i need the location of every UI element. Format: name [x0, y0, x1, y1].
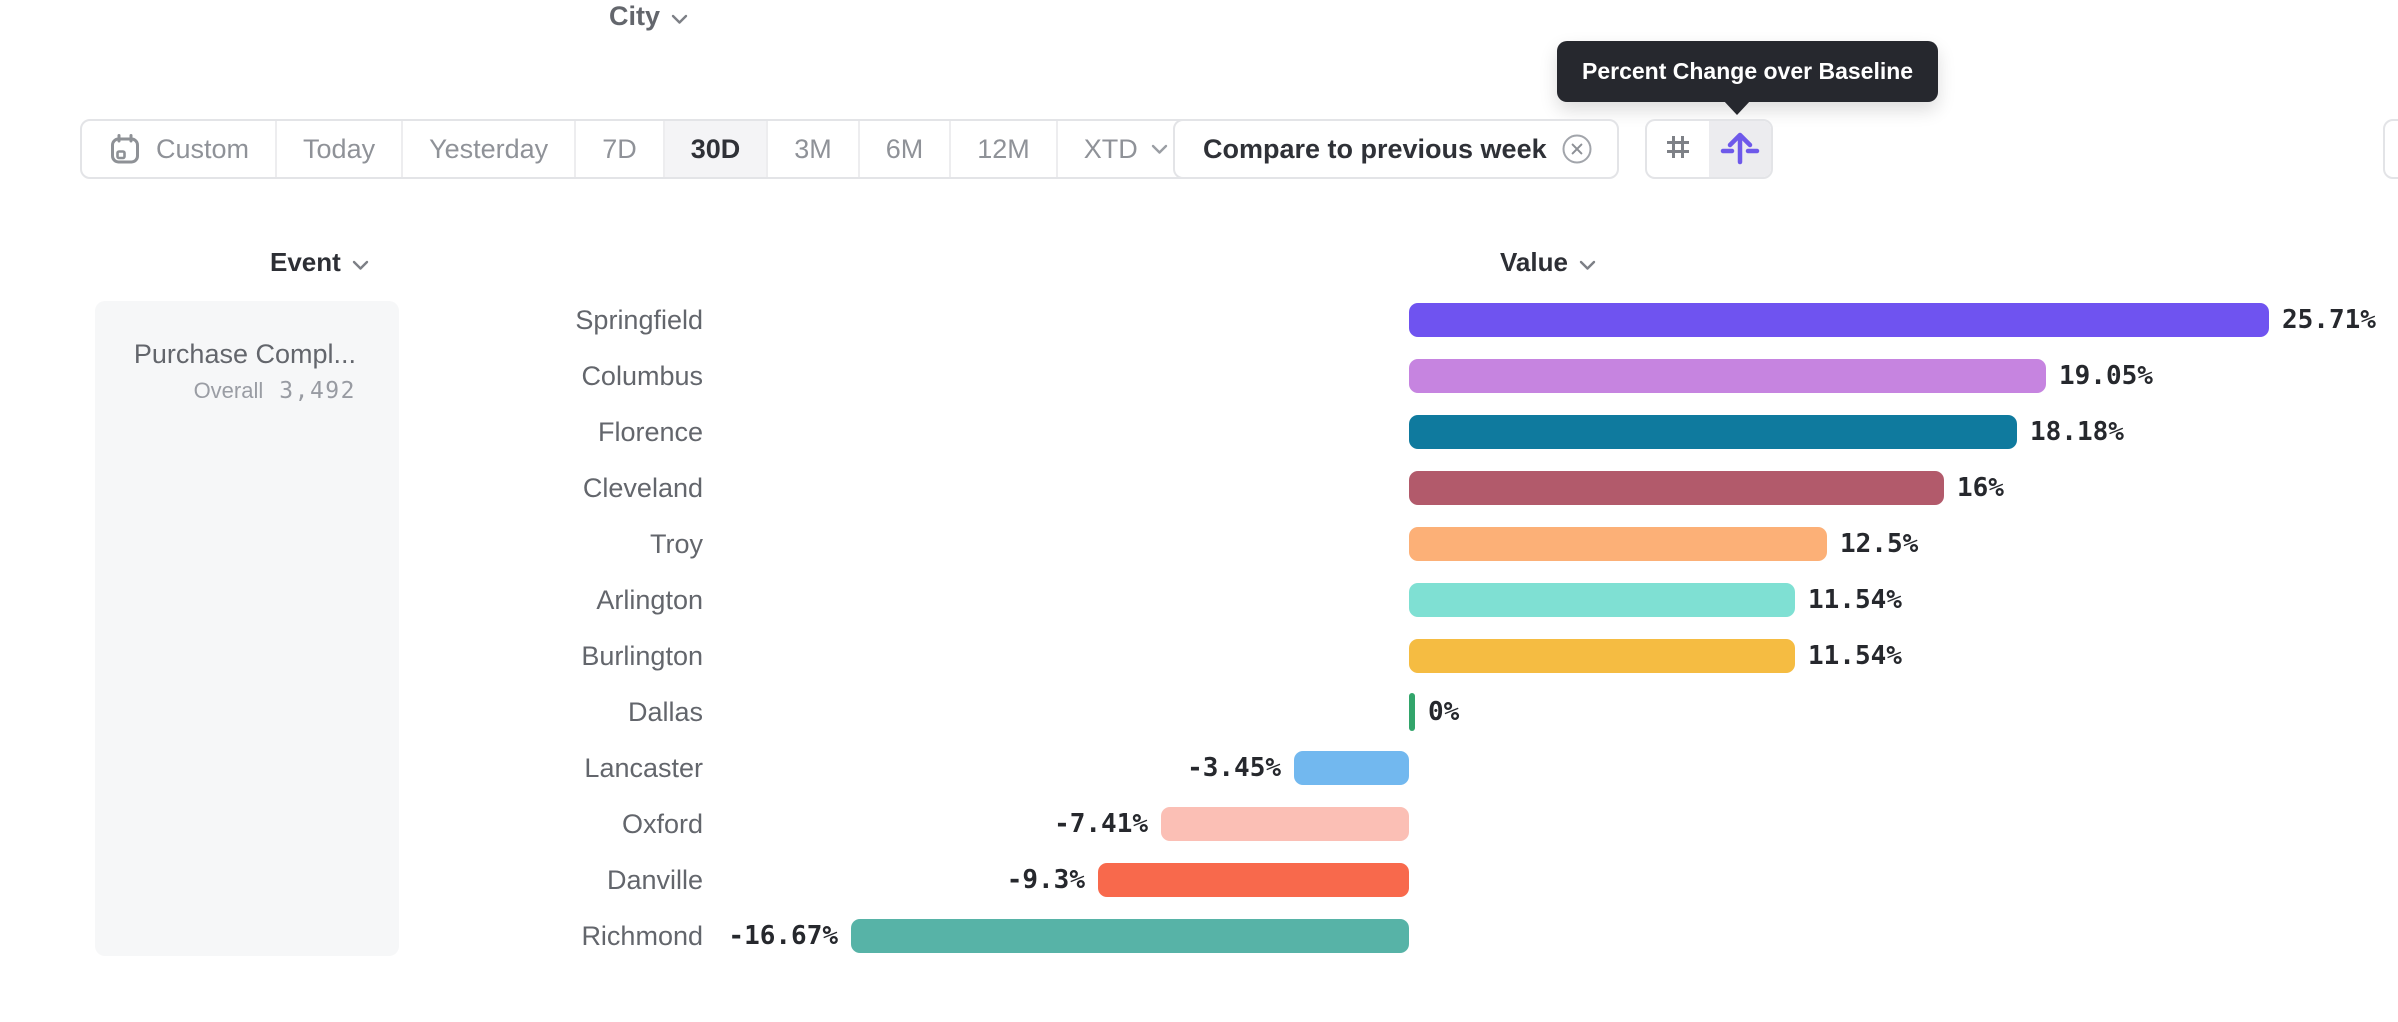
value-label: -3.45% — [1187, 753, 1281, 783]
date-range-3m[interactable]: 3M — [768, 121, 860, 177]
table-row: Burlington 11.54% — [0, 628, 2398, 684]
column-header-event[interactable]: Event — [270, 246, 369, 278]
edge-partial-button[interactable] — [2383, 119, 2398, 179]
city-label: Cleveland — [582, 473, 703, 503]
city-label: Richmond — [581, 921, 703, 951]
value-display-mode-toggle — [1645, 119, 1773, 179]
chevron-down-icon — [352, 247, 369, 278]
value-bar[interactable] — [1409, 303, 2269, 337]
overall-label: Overall — [193, 378, 264, 403]
city-label: Oxford — [621, 809, 703, 839]
city-label: Danville — [606, 865, 703, 895]
city-label: Burlington — [581, 641, 703, 671]
calendar-icon — [108, 132, 142, 166]
value-bar[interactable] — [1409, 693, 1415, 731]
table-row: Dallas 0% — [0, 684, 2398, 740]
date-range-label: 12M — [977, 133, 1030, 164]
column-header-label: City — [609, 1, 661, 31]
value-label: -16.67% — [728, 921, 838, 951]
city-label: Springfield — [575, 305, 703, 335]
date-range-picker: Custom Today Yesterday 7D 30D 3M 6M 12M XTD — [80, 119, 1196, 179]
value-label: 11.54% — [1808, 585, 1902, 615]
table-row: Lancaster -3.45% — [0, 740, 2398, 796]
table-row: Danville -9.3% — [0, 852, 2398, 908]
city-label: Columbus — [581, 361, 703, 391]
column-header-city[interactable]: City — [609, 0, 703, 32]
value-bar[interactable] — [1098, 863, 1409, 897]
date-range-12m[interactable]: 12M — [951, 121, 1058, 177]
value-label: 25.71% — [2282, 305, 2376, 335]
value-bar[interactable] — [1409, 471, 1944, 505]
table-row: Arlington 11.54% — [0, 572, 2398, 628]
date-range-label: Custom — [156, 133, 250, 164]
city-label: Dallas — [627, 697, 703, 727]
tooltip-caret — [1723, 100, 1751, 115]
date-range-6m[interactable]: 6M — [860, 121, 952, 177]
chevron-down-icon — [671, 0, 688, 44]
value-label: 11.54% — [1808, 641, 1902, 671]
table-row: Springfield 25.71% — [0, 292, 2398, 348]
compare-label: Compare to previous week — [1203, 133, 1547, 164]
value-label: -9.3% — [1006, 865, 1085, 895]
date-range-label: 6M — [885, 133, 924, 164]
compare-to-previous-week-button[interactable]: Compare to previous week — [1173, 119, 1619, 179]
value-label: 19.05% — [2059, 361, 2153, 391]
value-bar[interactable] — [1161, 807, 1409, 841]
date-range-7d[interactable]: 7D — [576, 121, 665, 177]
tooltip: Percent Change over Baseline — [1557, 41, 1939, 102]
value-label: -7.41% — [1054, 809, 1148, 839]
city-label: Lancaster — [584, 753, 703, 783]
table-row: Troy 12.5% — [0, 516, 2398, 572]
city-label: Arlington — [596, 585, 703, 615]
chevron-down-icon — [1151, 144, 1168, 155]
event-card[interactable]: Purchase Compl... Overall 3,492 — [95, 301, 399, 956]
dismiss-icon[interactable] — [1561, 133, 1593, 165]
chevron-down-icon — [1579, 247, 1596, 278]
event-overall-row: Overall 3,492 — [95, 378, 356, 404]
date-range-xtd[interactable]: XTD — [1058, 121, 1194, 177]
column-header-label: Value — [1500, 246, 1568, 277]
date-range-label: 30D — [690, 133, 741, 164]
date-range-custom[interactable]: Custom — [82, 121, 278, 177]
value-bar[interactable] — [1294, 751, 1409, 785]
date-range-yesterday[interactable]: Yesterday — [403, 121, 577, 177]
value-bar[interactable] — [1409, 527, 1827, 561]
value-bar[interactable] — [1409, 359, 2046, 393]
city-label: Troy — [650, 529, 703, 559]
value-label: 0% — [1428, 697, 1460, 727]
event-name: Purchase Compl... — [133, 339, 356, 369]
value-bar[interactable] — [1409, 583, 1795, 617]
value-label: 12.5% — [1840, 529, 1919, 559]
table-row: Richmond -16.67% — [0, 908, 2398, 964]
date-range-30d[interactable]: 30D — [664, 121, 769, 177]
baseline-arrow-icon — [1720, 127, 1760, 172]
date-range-label: Yesterday — [429, 133, 549, 164]
table-row: Florence 18.18% — [0, 404, 2398, 460]
tooltip-text: Percent Change over Baseline — [1582, 58, 1914, 84]
table-row: Cleveland 16% — [0, 460, 2398, 516]
percent-change-over-baseline-button[interactable] — [1709, 121, 1771, 177]
value-bar[interactable] — [851, 919, 1409, 953]
city-label: Florence — [597, 417, 703, 447]
value-bar[interactable] — [1409, 415, 2017, 449]
value-label: 16% — [1957, 473, 2004, 503]
hash-icon — [1661, 130, 1695, 169]
value-label: 18.18% — [2030, 417, 2124, 447]
column-header-label: Event — [270, 246, 341, 277]
date-range-label: Today — [303, 133, 376, 164]
date-range-label: 7D — [602, 133, 637, 164]
column-header-value[interactable]: Value — [1500, 246, 1596, 278]
absolute-numbers-button[interactable] — [1647, 121, 1709, 177]
bar-chart: Springfield 25.71% Columbus 19.05% Florence 1… — [0, 292, 2398, 964]
table-row: Oxford -7.41% — [0, 796, 2398, 852]
overall-value: 3,492 — [279, 378, 356, 404]
table-row: Columbus 19.05% — [0, 348, 2398, 404]
toolbar: Custom Today Yesterday 7D 30D 3M 6M 12M XTD Comp… — [0, 119, 2398, 179]
date-range-today[interactable]: Today — [277, 121, 404, 177]
date-range-label: 3M — [794, 133, 832, 164]
value-bar[interactable] — [1409, 639, 1795, 673]
date-range-label: XTD — [1083, 133, 1138, 164]
